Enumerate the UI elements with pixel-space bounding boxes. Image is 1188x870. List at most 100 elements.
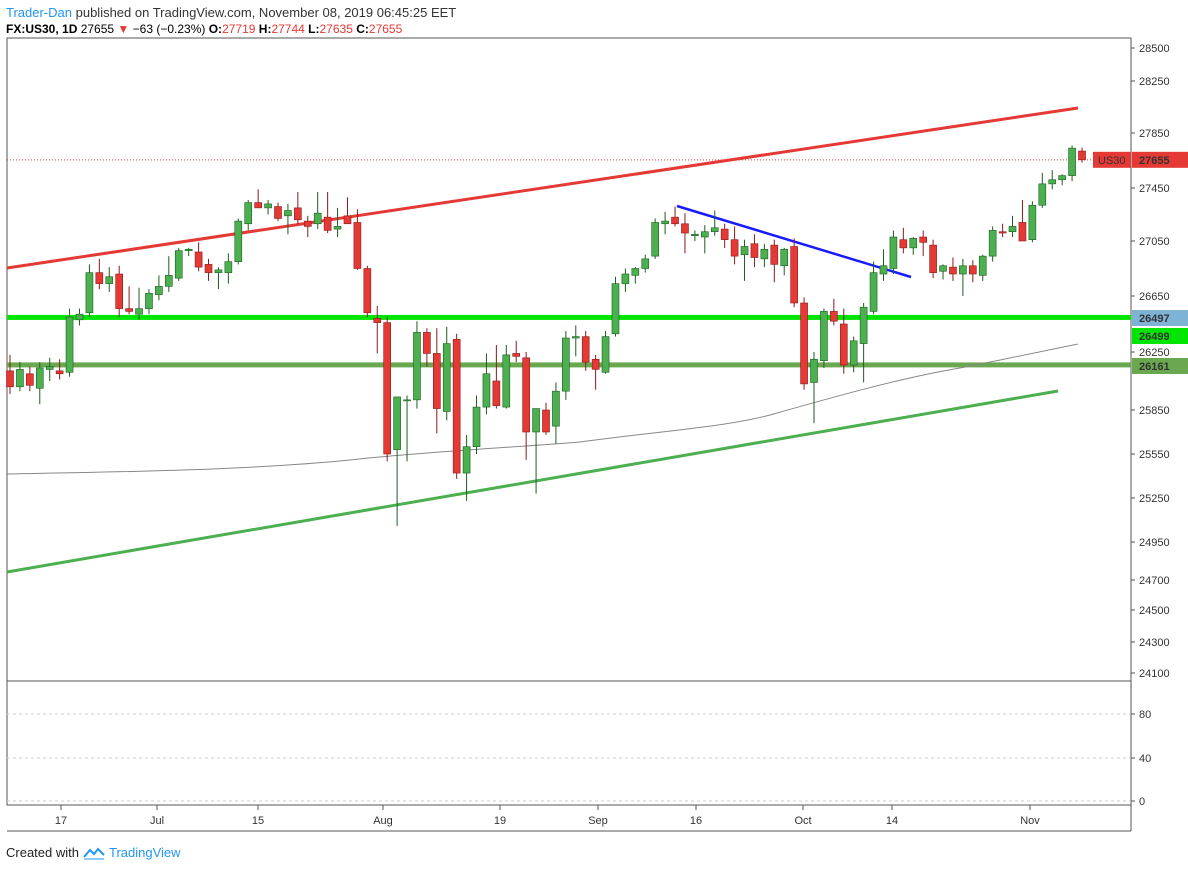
candle-body: [1048, 179, 1057, 185]
candle-body: [383, 322, 391, 455]
candle-body: [909, 238, 918, 249]
open-label: O:: [208, 22, 223, 36]
candle-body: [740, 246, 749, 256]
candle-body: [303, 220, 312, 227]
candle-body: [294, 207, 302, 221]
candle: [423, 328, 431, 367]
candle: [373, 305, 382, 354]
candle: [413, 321, 421, 409]
candle: [810, 352, 818, 424]
author-link[interactable]: Trader-Dan: [6, 5, 72, 20]
candle: [562, 331, 570, 400]
price-tick-label: 28500: [1139, 43, 1170, 55]
candle: [631, 267, 640, 284]
candle-body: [730, 239, 739, 257]
candle: [234, 218, 243, 265]
candle-body: [165, 275, 173, 287]
candle: [790, 238, 798, 308]
time-tick-label: 16: [690, 815, 702, 827]
candle: [323, 191, 332, 234]
candle-body: [135, 308, 143, 315]
tradingview-link[interactable]: TradingView: [108, 845, 181, 860]
candle-body: [343, 215, 352, 225]
candle-body: [621, 273, 630, 284]
candle: [959, 258, 967, 296]
close-value: 27655: [368, 22, 403, 36]
candle: [184, 247, 193, 257]
candle-body: [6, 370, 14, 388]
candle: [403, 395, 411, 462]
price-tick-label: 27850: [1139, 128, 1170, 140]
low-label: L:: [308, 22, 320, 36]
candle: [75, 308, 84, 326]
candle-body: [492, 380, 501, 406]
candle-body: [770, 244, 779, 265]
oscillator-tick-label: 0: [1139, 796, 1145, 808]
candle-body: [115, 273, 123, 309]
candle: [135, 287, 143, 320]
candle: [740, 239, 749, 281]
candle: [224, 253, 233, 284]
oscillator-tick-label: 40: [1139, 753, 1151, 765]
candle-body: [313, 212, 322, 225]
candle: [869, 261, 878, 315]
candle-body: [780, 248, 789, 267]
candle-body: [35, 367, 44, 389]
time-tick-label: Nov: [1020, 815, 1040, 827]
candle: [204, 258, 213, 281]
symbol-label[interactable]: FX:US30, 1D: [6, 22, 78, 36]
candle-body: [65, 316, 74, 373]
candle: [1068, 145, 1076, 182]
candle-body: [145, 292, 153, 309]
high-value: 27744: [271, 22, 305, 36]
price-tick-label: 24500: [1139, 605, 1170, 617]
candle: [978, 254, 987, 281]
candle-body: [333, 226, 342, 230]
candle-body: [244, 202, 253, 225]
price-tick-label: 24300: [1139, 637, 1170, 649]
candle: [969, 260, 977, 283]
candle: [770, 239, 779, 283]
candle: [313, 191, 322, 230]
price-tick-label: 24100: [1139, 668, 1170, 680]
price-tick-label: 27050: [1139, 236, 1170, 248]
candle-body: [393, 396, 401, 450]
candle-body: [214, 269, 223, 273]
candle: [274, 202, 282, 222]
level-label: 26499: [1139, 331, 1170, 343]
level-label: 26161: [1139, 361, 1170, 373]
level-label-box: [1132, 310, 1188, 326]
candle-body: [641, 258, 650, 269]
candle-body: [1018, 222, 1027, 242]
candle-body: [45, 366, 54, 370]
candle-body: [55, 370, 64, 375]
candle: [939, 264, 947, 280]
candle: [244, 199, 253, 231]
publish-info: Trader-Dan published on TradingView.com,…: [6, 5, 456, 20]
candles[interactable]: [6, 145, 1086, 526]
candle-body: [691, 234, 699, 236]
time-tick-label: 17: [55, 815, 67, 827]
candle-body: [204, 264, 213, 273]
candle: [919, 230, 927, 257]
candle-body: [1038, 183, 1047, 206]
candle-body: [591, 358, 600, 370]
candle-body: [472, 406, 481, 447]
price-axis[interactable]: 28500 28250 27850 27450 27050 26650 26250 25850…: [1093, 43, 1188, 808]
candle: [65, 308, 74, 377]
candle: [462, 434, 471, 501]
candle: [284, 203, 292, 235]
candle-body: [423, 332, 431, 354]
low-value: 27635: [319, 22, 353, 36]
candle: [641, 254, 650, 273]
candle: [820, 308, 828, 368]
candle-body: [254, 202, 262, 209]
candle-body: [403, 399, 411, 402]
time-axis[interactable]: 17 Jul 15 Aug 19 Sep 16 Oct 14 Nov: [55, 805, 1040, 827]
candle-body: [155, 286, 163, 295]
candle-body: [820, 311, 828, 361]
candle-body: [830, 311, 838, 322]
candle: [433, 328, 441, 434]
level-label-box: [1132, 358, 1188, 374]
